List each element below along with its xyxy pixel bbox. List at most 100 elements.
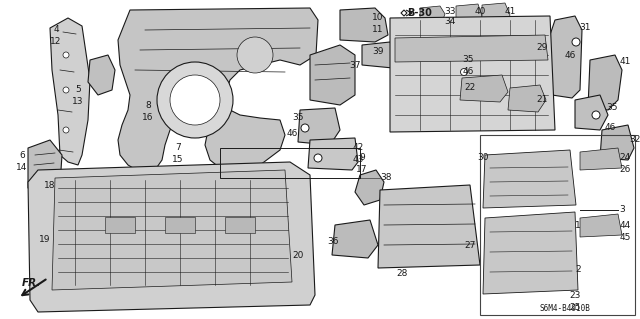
Polygon shape	[340, 8, 388, 42]
Text: 28: 28	[396, 269, 408, 278]
Polygon shape	[456, 4, 482, 24]
Text: 37: 37	[349, 61, 361, 70]
Text: 16: 16	[142, 113, 154, 122]
Circle shape	[592, 111, 600, 119]
Polygon shape	[401, 10, 407, 16]
Text: 35: 35	[606, 103, 618, 113]
Text: 15: 15	[172, 155, 184, 165]
Text: 26: 26	[620, 166, 630, 174]
Text: 42: 42	[353, 144, 364, 152]
Polygon shape	[332, 220, 378, 258]
Circle shape	[63, 52, 69, 58]
Text: 46: 46	[286, 129, 298, 137]
Bar	[220, 148, 360, 178]
Polygon shape	[483, 150, 576, 208]
Polygon shape	[460, 75, 508, 102]
Bar	[105, 217, 135, 233]
Text: 22: 22	[465, 84, 476, 93]
Polygon shape	[580, 214, 622, 237]
Text: 14: 14	[16, 162, 28, 172]
Polygon shape	[575, 95, 608, 130]
Text: 30: 30	[477, 152, 489, 161]
Bar	[480, 135, 635, 315]
Circle shape	[170, 75, 220, 125]
Text: 11: 11	[372, 26, 384, 34]
Polygon shape	[308, 138, 358, 170]
Text: 21: 21	[536, 95, 548, 105]
Polygon shape	[390, 16, 555, 132]
Circle shape	[314, 154, 322, 162]
Text: 9: 9	[359, 153, 365, 162]
Polygon shape	[482, 3, 510, 25]
Text: 46: 46	[564, 50, 576, 60]
Text: 41: 41	[620, 57, 630, 66]
Text: 35: 35	[292, 114, 304, 122]
Text: 27: 27	[464, 241, 476, 249]
Polygon shape	[118, 8, 318, 172]
Polygon shape	[588, 55, 622, 110]
Text: 39: 39	[372, 48, 384, 56]
Text: 5: 5	[75, 85, 81, 94]
Polygon shape	[483, 212, 578, 294]
Text: 32: 32	[629, 136, 640, 145]
Circle shape	[461, 69, 467, 76]
Text: 18: 18	[44, 181, 56, 189]
Polygon shape	[508, 85, 546, 112]
Text: 7: 7	[175, 144, 181, 152]
Text: 40: 40	[474, 8, 486, 17]
Text: 35: 35	[462, 56, 474, 64]
Polygon shape	[310, 45, 355, 105]
Text: S6M4-B4910B: S6M4-B4910B	[540, 304, 591, 313]
Polygon shape	[52, 170, 292, 290]
Text: 25: 25	[570, 302, 580, 311]
Text: 41: 41	[504, 8, 516, 17]
Text: 31: 31	[579, 24, 591, 33]
Polygon shape	[600, 125, 634, 160]
Text: 33: 33	[444, 8, 456, 17]
Text: 17: 17	[356, 166, 368, 174]
Polygon shape	[548, 16, 582, 98]
Text: 19: 19	[39, 235, 51, 244]
Bar	[165, 217, 195, 233]
Text: 34: 34	[444, 18, 456, 26]
Text: 2: 2	[575, 265, 581, 275]
Circle shape	[572, 38, 580, 46]
Polygon shape	[28, 140, 62, 195]
Text: 6: 6	[19, 151, 25, 160]
Text: 23: 23	[570, 291, 580, 300]
Polygon shape	[420, 6, 445, 22]
Text: 12: 12	[51, 38, 61, 47]
Text: 46: 46	[462, 68, 474, 77]
Text: 13: 13	[72, 98, 84, 107]
Circle shape	[237, 37, 273, 73]
Text: 1: 1	[575, 220, 581, 229]
Text: 38: 38	[380, 174, 392, 182]
Text: 4: 4	[53, 26, 59, 34]
Text: 24: 24	[620, 153, 630, 162]
Circle shape	[157, 62, 233, 138]
Polygon shape	[298, 108, 340, 145]
Text: 44: 44	[620, 220, 630, 229]
Polygon shape	[580, 148, 622, 170]
Text: 36: 36	[327, 238, 339, 247]
Polygon shape	[28, 162, 315, 312]
Circle shape	[301, 124, 309, 132]
Polygon shape	[50, 18, 90, 165]
Text: 20: 20	[292, 250, 304, 259]
Text: 43: 43	[352, 155, 364, 165]
Text: 46: 46	[604, 123, 616, 132]
Bar	[225, 217, 255, 233]
Polygon shape	[88, 55, 115, 95]
Polygon shape	[378, 185, 480, 268]
Polygon shape	[362, 42, 398, 68]
Text: FR.: FR.	[22, 278, 42, 288]
Polygon shape	[355, 170, 384, 205]
Text: 3: 3	[619, 205, 625, 214]
Text: 29: 29	[536, 43, 548, 53]
Text: 45: 45	[620, 233, 630, 241]
Polygon shape	[395, 35, 548, 62]
Text: 8: 8	[145, 100, 151, 109]
Circle shape	[63, 127, 69, 133]
Circle shape	[63, 87, 69, 93]
Text: 10: 10	[372, 13, 384, 23]
